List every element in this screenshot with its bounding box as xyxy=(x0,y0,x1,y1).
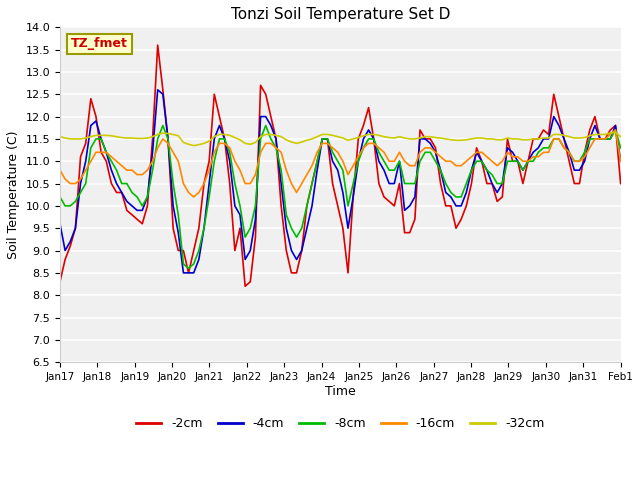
Y-axis label: Soil Temperature (C): Soil Temperature (C) xyxy=(7,131,20,259)
Legend: -2cm, -4cm, -8cm, -16cm, -32cm: -2cm, -4cm, -8cm, -16cm, -32cm xyxy=(131,412,550,435)
Title: Tonzi Soil Temperature Set D: Tonzi Soil Temperature Set D xyxy=(230,7,450,22)
Text: TZ_fmet: TZ_fmet xyxy=(71,37,128,50)
X-axis label: Time: Time xyxy=(325,384,356,397)
